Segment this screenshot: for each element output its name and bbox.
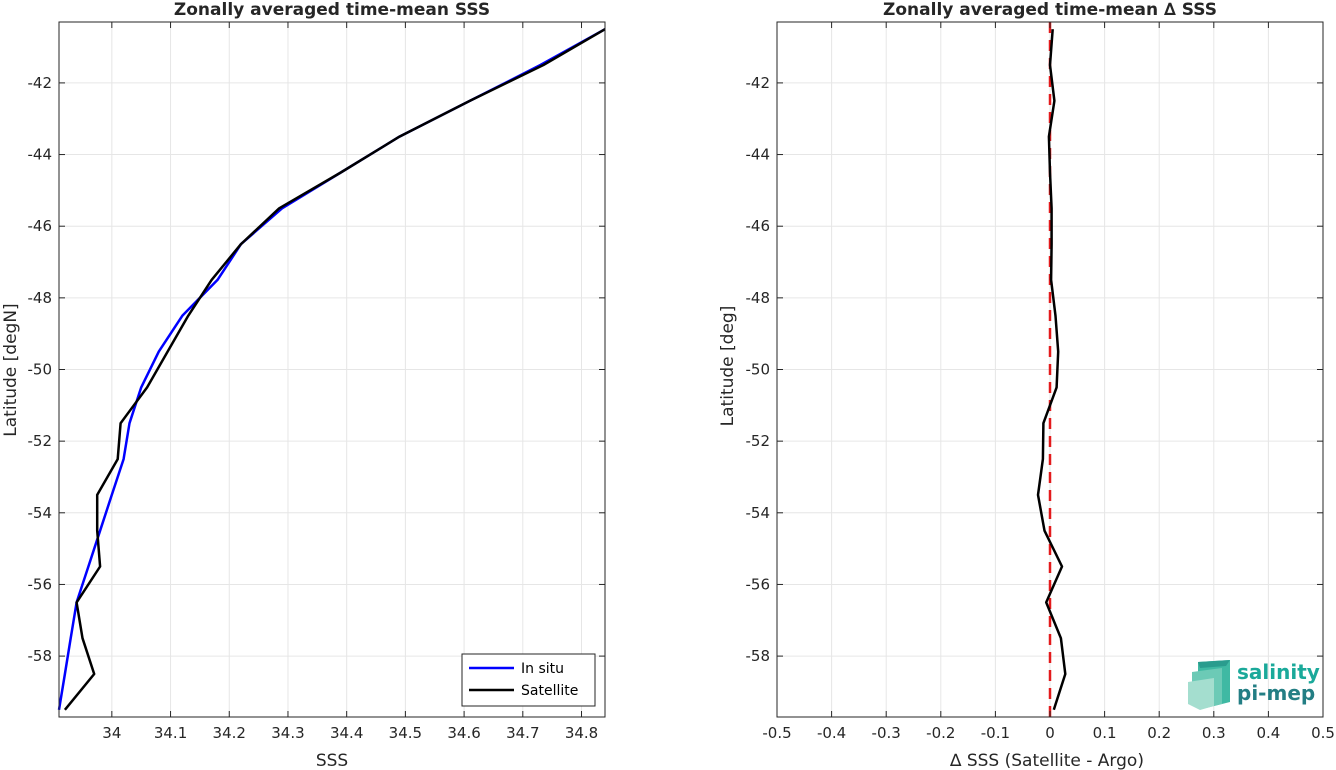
sss-y-tick-label-1: -44: [28, 146, 53, 164]
delta-sss-x-tick-label-0: -0.5: [762, 724, 791, 742]
delta-sss-y-tick-label-5: -52: [746, 432, 771, 450]
delta-sss-series: [1036, 29, 1067, 711]
delta-sss-y-axis-label: Latitude [deg]: [718, 306, 738, 427]
sss-y-ticks: -42 -44 -46 -48 -50 -52 -54 -56 -58: [28, 74, 605, 665]
legend: In situ Satellite: [461, 653, 596, 707]
delta-sss-panel-title: Zonally averaged time-mean ∆ SSS: [883, 0, 1217, 20]
sss-y-axis-label: Latitude [degN]: [1, 303, 21, 436]
delta-sss-y-tick-label-4: -50: [746, 361, 771, 379]
delta-sss-x-tick-label-5: 0: [1045, 724, 1055, 742]
sss-x-ticks: 34 34.1 34.2 34.3 34.4 34.5 34.6 34.7 34.8: [102, 22, 598, 742]
legend-label-satellite: Satellite: [521, 683, 578, 699]
logo-text-pi-mep: pi-mep: [1237, 681, 1315, 705]
delta-sss-y-tick-label-1: -44: [746, 146, 771, 164]
sss-grid: [59, 22, 605, 717]
delta-sss-y-tick-label-7: -56: [746, 575, 771, 593]
sss-y-tick-label-4: -50: [28, 361, 53, 379]
sss-x-tick-label-5: 34.5: [389, 724, 422, 742]
sss-x-tick-label-3: 34.3: [271, 724, 304, 742]
sss-x-tick-label-2: 34.2: [213, 724, 246, 742]
sss-x-tick-label-1: 34.1: [154, 724, 187, 742]
delta-sss-y-tick-label-6: -54: [746, 504, 771, 522]
sss-y-tick-label-0: -42: [28, 74, 53, 92]
sss-y-tick-label-6: -54: [28, 504, 53, 522]
delta-sss-y-tick-label-3: -48: [746, 289, 771, 307]
delta-sss-x-axis-label: ∆ SSS (Satellite - Argo): [949, 751, 1144, 770]
sss-x-tick-label-4: 34.4: [330, 724, 363, 742]
legend-box: [461, 653, 596, 707]
delta-sss-y-tick-label-0: -42: [746, 74, 771, 92]
salinity-pi-mep-logo: salinity pi-mep: [1188, 660, 1320, 710]
delta-sss-y-tick-label-8: -58: [746, 647, 771, 665]
sss-y-tick-label-2: -46: [28, 217, 53, 235]
logo-wave-icon: [1188, 660, 1230, 710]
sss-series-line-satellite: [63, 28, 606, 711]
sss-x-axis-label: SSS: [316, 751, 348, 770]
delta-sss-x-tick-label-8: 0.3: [1202, 724, 1226, 742]
delta-sss-x-tick-label-1: -0.4: [817, 724, 846, 742]
delta-sss-x-tick-label-3: -0.2: [926, 724, 955, 742]
delta-sss-x-tick-label-6: 0.1: [1093, 724, 1117, 742]
delta-sss-x-tick-label-2: -0.3: [872, 724, 901, 742]
delta-sss-series-line-delta: [1036, 29, 1067, 711]
sss-panel: Zonally averaged time-mean SSS 34 34.1 34.…: [1, 0, 606, 770]
sss-y-tick-label-3: -48: [28, 289, 53, 307]
delta-sss-panel: Zonally averaged time-mean ∆ SSS -0.5 -0.…: [718, 0, 1335, 770]
legend-label-in-situ: In situ: [521, 661, 564, 677]
sss-x-tick-label-8: 34.8: [565, 724, 598, 742]
sss-y-tick-label-5: -52: [28, 432, 53, 450]
sss-x-tick-label-0: 34: [102, 724, 121, 742]
sss-series: [57, 28, 606, 711]
sss-y-tick-label-7: -56: [28, 575, 53, 593]
delta-sss-x-tick-label-7: 0.2: [1147, 724, 1171, 742]
delta-sss-x-tick-label-9: 0.4: [1256, 724, 1280, 742]
delta-sss-y-tick-label-2: -46: [746, 217, 771, 235]
logo-text-salinity: salinity: [1237, 660, 1320, 684]
delta-sss-x-ticks: -0.5 -0.4 -0.3 -0.2 -0.1 0 0.1 0.2 0.3 0.4 0.5: [762, 22, 1335, 742]
delta-sss-x-tick-label-4: -0.1: [981, 724, 1010, 742]
delta-sss-x-tick-label-10: 0.5: [1311, 724, 1335, 742]
sss-panel-title: Zonally averaged time-mean SSS: [174, 0, 490, 20]
sss-y-tick-label-8: -58: [28, 647, 53, 665]
sss-x-tick-label-6: 34.6: [447, 724, 480, 742]
sss-x-tick-label-7: 34.7: [506, 724, 539, 742]
delta-sss-y-ticks: -42 -44 -46 -48 -50 -52 -54 -56 -58: [746, 74, 1323, 665]
